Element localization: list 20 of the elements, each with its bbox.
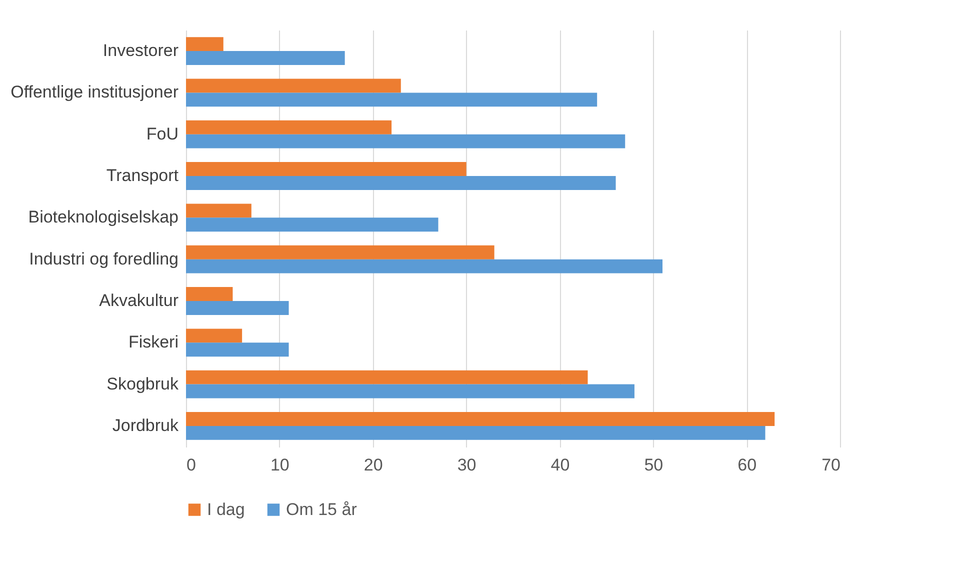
y-tick-label: Bioteknologiselskap [28, 208, 178, 227]
y-tick-label: Industri og foredling [29, 249, 178, 268]
y-tick-label: Offentlige institusjoner [10, 82, 179, 102]
y-tick-label: Fiskeri [128, 332, 178, 352]
legend-label: Om 15 år [286, 500, 358, 519]
y-tick-label: Akvakultur [99, 290, 179, 310]
x-tick-label: 0 [186, 456, 196, 474]
x-tick-label: 40 [550, 456, 570, 474]
y-tick-label: Jordbruk [112, 416, 179, 435]
x-tick-label: 10 [270, 456, 290, 474]
x-tick-label: 20 [364, 456, 383, 474]
x-tick-label: 30 [457, 456, 476, 474]
y-tick-label: Investorer [102, 41, 179, 60]
y-tick-label: FoU [146, 124, 178, 144]
y-tick-label: Skogbruk [106, 374, 179, 394]
x-tick-label: 60 [738, 456, 757, 474]
x-tick-label: 70 [822, 456, 840, 474]
y-tick-label: Transport [106, 166, 179, 186]
x-tick-label: 50 [644, 456, 664, 474]
legend-label: I dag [207, 500, 245, 519]
